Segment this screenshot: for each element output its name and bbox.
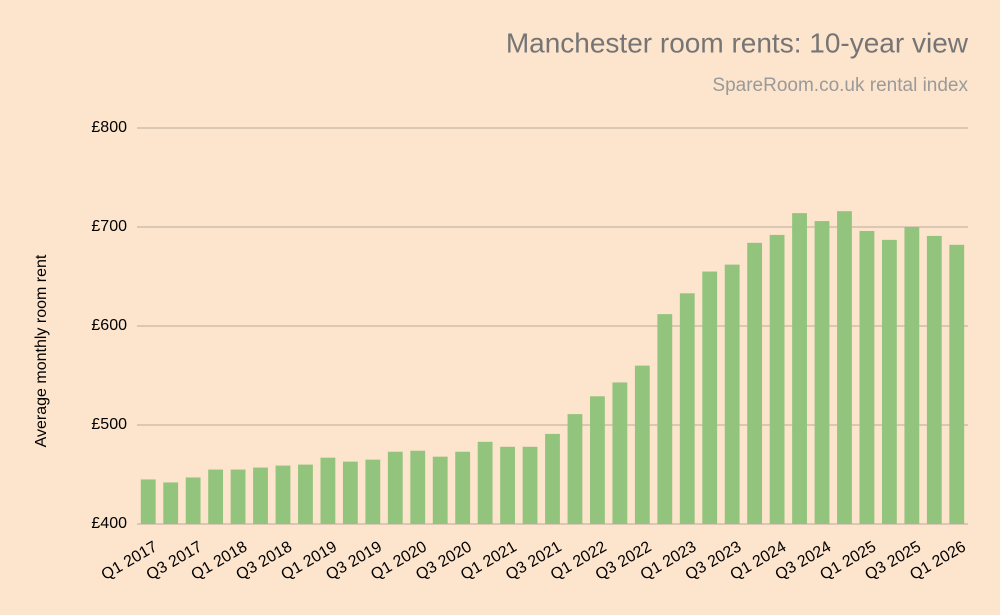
y-tick-label: £400	[91, 515, 127, 532]
bar	[702, 271, 718, 524]
bar	[859, 230, 875, 524]
bar	[387, 451, 403, 524]
bar	[634, 365, 650, 524]
bar	[410, 450, 426, 524]
y-axis-title: Average monthly room rent	[33, 254, 50, 447]
bar	[837, 211, 852, 524]
bar	[365, 459, 381, 524]
bar	[500, 446, 515, 524]
y-tick-label: £600	[91, 317, 127, 334]
bar	[724, 264, 740, 524]
bar	[590, 396, 605, 524]
bar	[253, 467, 268, 524]
bar	[298, 464, 313, 524]
y-tick-label: £700	[91, 218, 127, 235]
bar	[342, 461, 358, 524]
bar	[926, 235, 942, 524]
bar	[230, 469, 246, 524]
bar	[522, 446, 538, 524]
bar	[881, 239, 897, 524]
bar	[477, 441, 493, 524]
bar	[679, 293, 695, 524]
bar	[904, 227, 920, 524]
chart-title: Manchester room rents: 10-year view	[506, 27, 969, 58]
bar	[163, 482, 179, 524]
bar	[185, 477, 201, 524]
bar	[275, 465, 291, 524]
bar	[612, 382, 628, 524]
bar	[792, 213, 807, 524]
bar	[657, 314, 673, 524]
bar	[455, 451, 471, 524]
bar	[140, 479, 156, 524]
bar	[769, 234, 785, 525]
bar	[545, 433, 560, 524]
bar	[747, 242, 763, 524]
chart-subtitle: SpareRoom.co.uk rental index	[712, 75, 968, 96]
bar	[949, 244, 965, 524]
y-tick-label: £800	[91, 119, 127, 136]
bar	[432, 456, 448, 524]
bar	[814, 221, 830, 524]
bar	[320, 457, 336, 524]
bar	[567, 414, 583, 524]
bar	[208, 469, 224, 524]
y-tick-label: £500	[91, 416, 127, 433]
